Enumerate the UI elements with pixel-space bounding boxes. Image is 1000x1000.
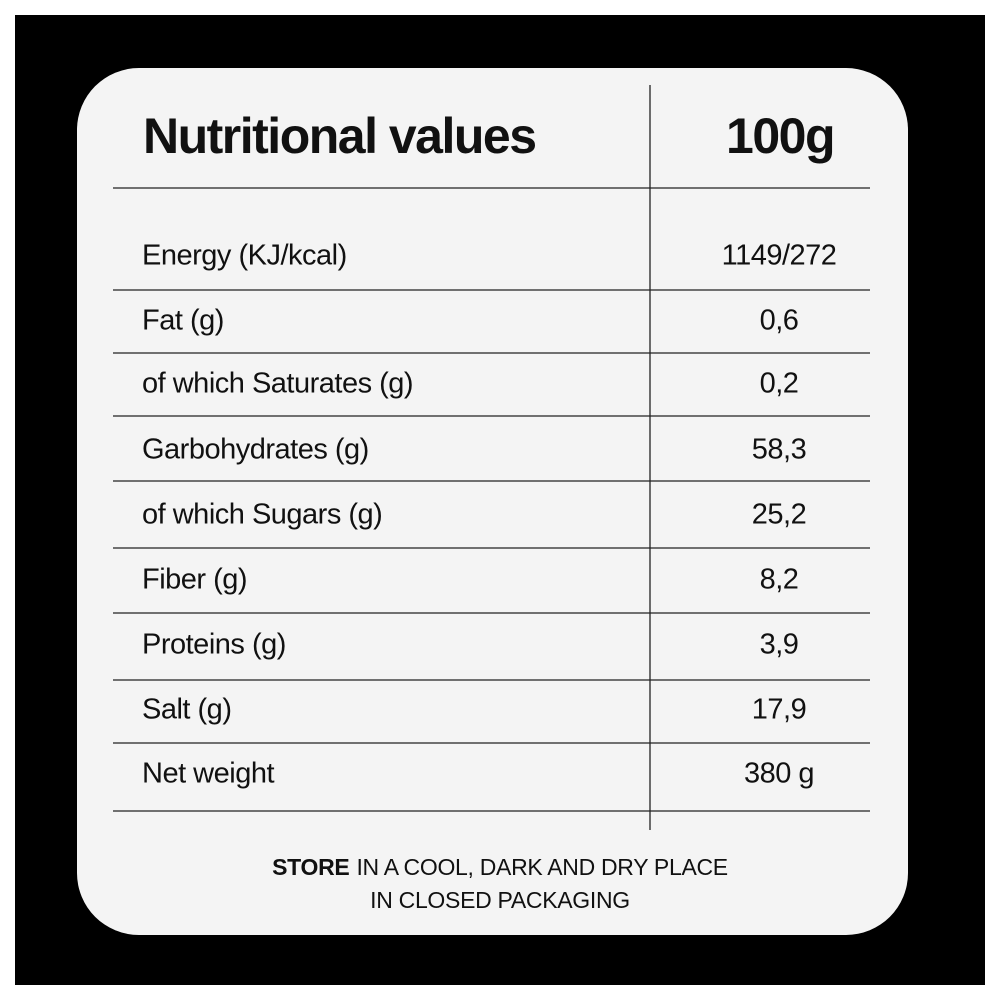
- nutrient-value: 17,9: [752, 694, 806, 726]
- footer-text: IN A COOL, DARK AND DRY PLACE: [356, 854, 727, 880]
- footer-bold: STORE: [272, 854, 349, 880]
- nutrient-name: Salt (g): [142, 694, 231, 726]
- nutrient-value: 0,2: [760, 368, 799, 400]
- nutrient-name: Garbohydrates (g): [142, 434, 369, 466]
- nutrient-name: Fat (g): [142, 305, 224, 337]
- nutrient-value: 58,3: [752, 434, 806, 466]
- nutrient-name: Fiber (g): [142, 564, 247, 596]
- footer-line: IN CLOSED PACKAGING: [370, 887, 630, 913]
- footer-line: STORE IN A COOL, DARK AND DRY PLACE: [272, 854, 728, 880]
- header-amount: 100g: [726, 108, 834, 164]
- nutrient-name: Proteins (g): [142, 629, 286, 661]
- rows: Energy (KJ/kcal) 1149/272 Fat (g) 0,6 of whi…: [113, 240, 870, 812]
- nutrient-value: 380 g: [744, 758, 814, 790]
- nutrient-value: 1149/272: [722, 240, 837, 272]
- nutrient-name: of which Sugars (g): [142, 499, 382, 531]
- header-label: Nutritional values: [143, 108, 536, 164]
- nutrient-value: 8,2: [760, 564, 799, 596]
- card: [77, 68, 908, 935]
- nutrient-name: Energy (KJ/kcal): [142, 240, 347, 272]
- nutrient-name: Net weight: [142, 758, 274, 790]
- nutrient-value: 25,2: [752, 499, 806, 531]
- nutrient-name: of which Saturates (g): [142, 368, 413, 400]
- nutrient-value: 0,6: [760, 305, 799, 337]
- nutrient-value: 3,9: [760, 629, 799, 661]
